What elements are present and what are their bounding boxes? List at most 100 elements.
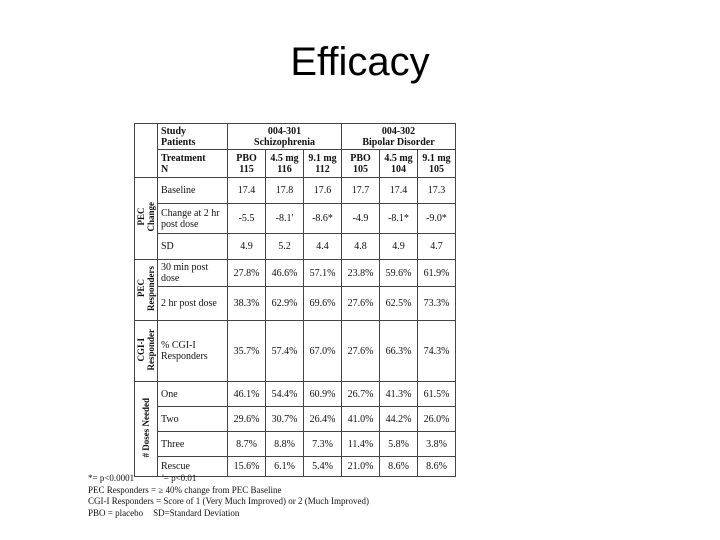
study1-patients: Schizophrenia [254, 136, 315, 148]
table-corner-cell [134, 123, 158, 178]
treatment-label: Treatment [161, 152, 206, 164]
treatment-cell: 9.1 mg 105 [417, 149, 456, 178]
footnote-pec-responders: PEC Responders = ≥ 40% change from PEC B… [88, 484, 282, 495]
patients-label: Patients [161, 136, 196, 148]
table-cell: 4.9 [379, 233, 418, 260]
table-cell: 41.3% [379, 381, 418, 407]
table-cell: 26.4% [303, 406, 342, 432]
table-cell: 6.1% [265, 456, 304, 477]
table-cell: 8.6% [379, 456, 418, 477]
table-cell: 27.6% [341, 320, 380, 382]
table-cell: 8.7% [227, 431, 266, 457]
study2-header: 004-302 Bipolar Disorder [341, 123, 456, 150]
table-cell: 61.9% [417, 259, 456, 287]
footnote-significance: *= p<0.0001 '= p<0.01 [88, 473, 369, 485]
study1-id: 004-301 [267, 125, 302, 137]
table-cell: 5.8% [379, 431, 418, 457]
table-cell: 17.7 [341, 177, 380, 204]
treatment-cell: 4.5 mg 104 [379, 149, 418, 178]
table-cell: 69.6% [303, 286, 342, 321]
slide-title: Efficacy [290, 40, 430, 84]
row-label: Baseline [157, 177, 228, 204]
table-cell: 17.6 [303, 177, 342, 204]
treatment-cell: 4.5 mg 116 [265, 149, 304, 178]
table-cell: 62.9% [265, 286, 304, 321]
table-cell: 67.0% [303, 320, 342, 382]
treatment-cell: 9.1 mg 112 [303, 149, 342, 178]
table-row: Rescue 15.6% 6.1% 5.4% 21.0% 8.6% 8.6% [135, 456, 456, 477]
table-cell: 4.9 [227, 233, 266, 260]
table-cell: 23.8% [341, 259, 380, 287]
table-cell: 3.8% [417, 431, 456, 457]
footnote-cgi-responders: CGI-I Responders = Score of 1 (Very Much… [88, 496, 370, 506]
table-cell: 17.4 [227, 177, 266, 204]
footnotes: *= p<0.0001 '= p<0.01 PEC Responders = ≥ … [88, 473, 369, 519]
table-row: PEC Change Baseline 17.4 17.8 17.6 17.7 … [134, 177, 456, 260]
table-cell: -8.1* [379, 203, 418, 234]
table-row: PEC Responders 30 min post dose 27.8% 46… [134, 259, 456, 321]
study2-id: 004-302 [381, 125, 416, 137]
footnote-sd: SD=Standard Deviation [153, 507, 240, 518]
table-cell: 62.5% [379, 286, 418, 321]
table-cell: 17.3 [417, 177, 456, 204]
table-cell: 46.6% [265, 259, 304, 287]
table-cell: 30.7% [265, 406, 304, 432]
study2-patients: Bipolar Disorder [362, 136, 435, 148]
table-cell: 61.5% [417, 381, 456, 407]
row-label: 2 hr post dose [157, 286, 228, 321]
group-cgi-responder: CGI-I Responder [134, 320, 158, 382]
table-cell: 4.4 [303, 233, 342, 260]
study1-header: 004-301 Schizophrenia [227, 123, 342, 150]
group-pec-change: PEC Change [134, 177, 158, 260]
table-cell: 5.2 [265, 233, 304, 260]
table-cell: 44.2% [379, 406, 418, 432]
footnote-p-loose: '= p<0.01 [162, 473, 197, 483]
table-row: 2 hr post dose 38.3% 62.9% 69.6% 27.6% 6… [135, 286, 456, 321]
table-row: Two 29.6% 30.7% 26.4% 41.0% 44.2% 26.0% [135, 406, 456, 432]
table-cell: 57.4% [265, 320, 304, 382]
row-label: % CGI-I Responders [157, 320, 228, 382]
table-cell: -4.9 [341, 203, 380, 234]
table-cell: 29.6% [227, 406, 266, 432]
header-treatment-n: Treatment N [157, 149, 228, 178]
table-row: Three 8.7% 8.8% 7.3% 11.4% 5.8% 3.8% [135, 431, 456, 457]
row-label: Three [157, 431, 228, 457]
table-cell: 4.7 [417, 233, 456, 260]
table-cell: 74.3% [417, 320, 456, 382]
row-label: One [157, 381, 228, 407]
table-cell: 54.4% [265, 381, 304, 407]
table-cell: 66.3% [379, 320, 418, 382]
table-row: # Doses Needed One 46.1% 54.4% 60.9% 26.… [134, 381, 456, 477]
table-cell: 27.6% [341, 286, 380, 321]
table-cell: 73.3% [417, 286, 456, 321]
row-label: SD [157, 233, 228, 260]
n-label: N [161, 163, 169, 175]
group-doses-needed: # Doses Needed [134, 381, 158, 477]
row-label: Change at 2 hr post dose [157, 203, 228, 234]
table-row: CGI-I Responder % CGI-I Responders 35.7%… [134, 320, 456, 382]
table-cell: -9.0* [417, 203, 456, 234]
table-cell: 41.0% [341, 406, 380, 432]
table-cell: 35.7% [227, 320, 266, 382]
table-row: SD 4.9 5.2 4.4 4.8 4.9 4.7 [135, 233, 456, 260]
footnote-p-strict: *= p<0.0001 [88, 473, 135, 483]
study-label: Study [161, 125, 187, 137]
table-cell: 4.8 [341, 233, 380, 260]
row-label: Two [157, 406, 228, 432]
table-cell: 59.6% [379, 259, 418, 287]
table-cell: -8.1' [265, 203, 304, 234]
header-study-patients: Study Patients [157, 123, 228, 150]
footnote-abbreviations: PBO = placebo SD=Standard Deviation [88, 508, 369, 520]
group-pec-responders: PEC Responders [134, 259, 158, 321]
table-cell: 17.4 [379, 177, 418, 204]
table-cell: 57.1% [303, 259, 342, 287]
table-cell: 5.4% [303, 456, 342, 477]
table-cell: 27.8% [227, 259, 266, 287]
table-cell: -8.6* [303, 203, 342, 234]
table-cell: 60.9% [303, 381, 342, 407]
efficacy-table: Study Patients 004-301 Schizophrenia 004… [134, 123, 456, 477]
table-cell: -5.5 [227, 203, 266, 234]
table-cell: 15.6% [227, 456, 266, 477]
row-label: 30 min post dose [157, 259, 228, 287]
table-cell: 46.1% [227, 381, 266, 407]
